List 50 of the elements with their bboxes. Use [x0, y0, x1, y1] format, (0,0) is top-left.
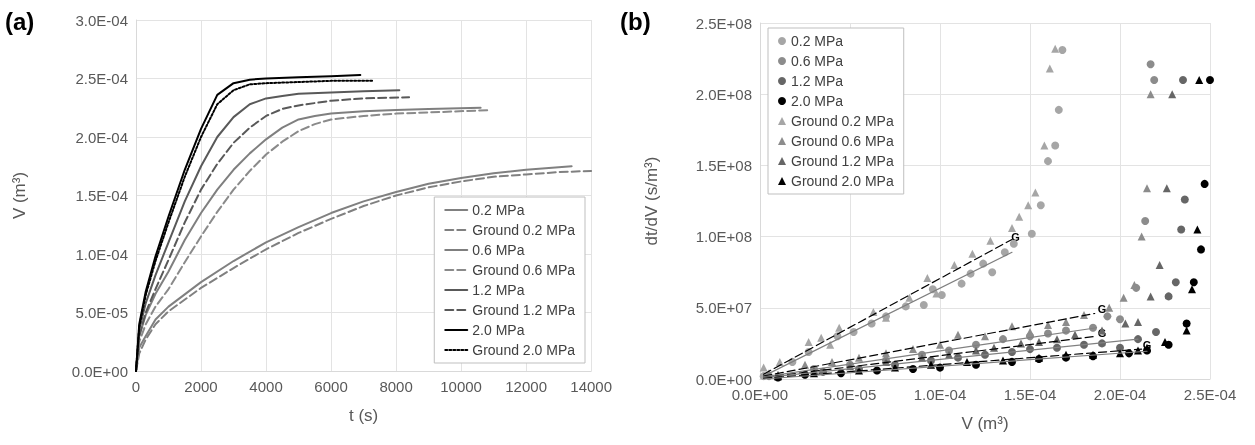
legend-label: Ground 2.0 MPa: [791, 173, 894, 189]
x-tick-label: 4000: [249, 378, 283, 395]
y-tick-label: 3.0E-04: [75, 11, 128, 29]
x-tick-label: 12000: [505, 378, 547, 395]
legend-label: 2.0 MPa: [472, 322, 525, 338]
legend-label: Ground 0.2 MPa: [791, 113, 894, 129]
x-tick-label: 6000: [314, 378, 348, 395]
legend-label: 2.0 MPa: [791, 93, 844, 109]
y-tick-label: 1.0E+08: [695, 228, 752, 246]
y-tick-label: 1.5E-04: [75, 187, 128, 204]
annotation: G: [1097, 303, 1107, 316]
x-tick-label: 2.0E-04: [1093, 386, 1147, 403]
legend-label: Ground 1.2 MPa: [791, 153, 894, 169]
chart-title: (b): [620, 7, 651, 35]
legend-label: 1.2 MPa: [791, 73, 844, 89]
x-tick-label: 8000: [379, 378, 413, 395]
x-axis-title: t (s): [348, 406, 379, 425]
y-axis-title: V (m³): [10, 171, 29, 220]
legend-label: Ground 0.2 MPa: [472, 222, 576, 238]
legend-label: Ground 0.6 MPa: [472, 262, 576, 278]
y-tick-label: 5.0E+07: [695, 299, 752, 317]
y-tick-label: 1.0E-04: [75, 245, 128, 263]
x-tick-label: 1.0E-04: [913, 386, 967, 403]
legend-label: Ground 2.0 MPa: [472, 342, 576, 358]
y-tick-label: 1.5E+08: [695, 156, 752, 174]
legend-label: Ground 0.6 MPa: [791, 133, 894, 149]
legend-label: 0.2 MPa: [791, 33, 844, 49]
legend-label: 0.2 MPa: [472, 202, 525, 218]
x-tick-label: 2000: [184, 378, 218, 395]
y-axis-title: dt/dV (s/m³): [642, 156, 661, 246]
x-tick-label: 5.0E-05: [823, 386, 877, 403]
legend-label: 0.6 MPa: [791, 53, 844, 69]
chart-title: (a): [5, 7, 35, 35]
y-tick-label: 0.0E+00: [71, 362, 128, 380]
y-tick-label: 5.0E-05: [75, 304, 128, 321]
y-tick-label: 2.0E-04: [75, 128, 128, 146]
y-tick-label: 2.5E-04: [75, 70, 128, 87]
legend-label: 1.2 MPa: [472, 282, 525, 298]
y-tick-label: 2.5E+08: [695, 14, 752, 32]
x-tick-label: 0.0E+00: [731, 386, 789, 403]
x-tick-label: 1.5E-04: [1003, 386, 1057, 403]
x-tick-label: 10000: [440, 378, 482, 395]
annotation: G: [1011, 230, 1020, 243]
legend-label: Ground 1.2 MPa: [472, 302, 576, 318]
x-tick-label: 2.5E-04: [1183, 386, 1237, 403]
x-tick-label: 14000: [570, 378, 612, 395]
x-axis-title: V (m³): [961, 414, 1009, 433]
x-tick-label: 0: [131, 378, 141, 395]
legend-label: 0.6 MPa: [472, 242, 525, 258]
y-tick-label: 2.0E+08: [695, 85, 752, 103]
